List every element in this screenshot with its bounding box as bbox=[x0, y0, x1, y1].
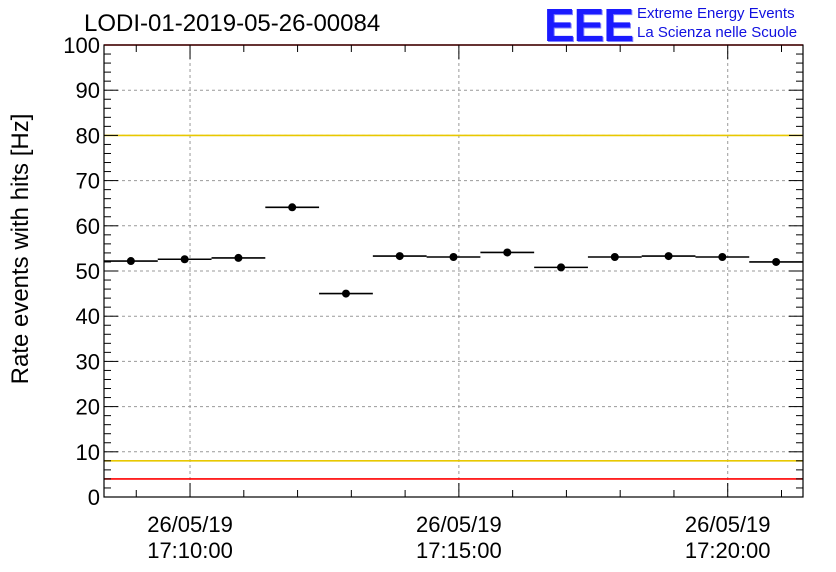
data-point bbox=[772, 257, 781, 266]
data-point bbox=[449, 252, 458, 261]
y-tick-label: 20 bbox=[76, 395, 100, 420]
data-point bbox=[341, 289, 350, 298]
x-tick-label-date: 26/05/19 bbox=[416, 512, 502, 537]
y-axis-label: Rate events with hits [Hz] bbox=[7, 114, 34, 385]
logo-mark: EEE bbox=[544, 0, 634, 51]
data-point bbox=[557, 263, 566, 272]
data-point bbox=[234, 253, 243, 262]
y-tick-label: 70 bbox=[76, 169, 100, 194]
y-tick-label: 40 bbox=[76, 304, 100, 329]
y-tick-label: 0 bbox=[88, 485, 100, 510]
y-tick-label: 30 bbox=[76, 349, 100, 374]
data-point bbox=[395, 252, 404, 261]
y-tick-label: 10 bbox=[76, 440, 100, 465]
y-tick-label: 100 bbox=[63, 33, 100, 58]
x-tick-label-time: 17:10:00 bbox=[147, 538, 233, 563]
data-point bbox=[126, 257, 135, 266]
logo-line-1: Extreme Energy Events bbox=[637, 5, 795, 22]
x-tick-label-time: 17:20:00 bbox=[685, 538, 771, 563]
x-tick-label-date: 26/05/19 bbox=[147, 512, 233, 537]
x-tick-label-time: 17:15:00 bbox=[416, 538, 502, 563]
data-point bbox=[664, 252, 673, 261]
data-point bbox=[610, 252, 619, 261]
data-point bbox=[180, 255, 189, 264]
x-tick-label-date: 26/05/19 bbox=[685, 512, 771, 537]
eee-logo: EEE Extreme Energy Events La Scienza nel… bbox=[544, 0, 834, 51]
y-tick-label: 90 bbox=[76, 78, 100, 103]
y-tick-label: 80 bbox=[76, 123, 100, 148]
data-point bbox=[718, 252, 727, 261]
y-tick-label: 60 bbox=[76, 214, 100, 239]
y-tick-label: 50 bbox=[76, 259, 100, 284]
logo-line-2: La Scienza nelle Scuole bbox=[637, 24, 798, 41]
run-title: LODI-01-2019-05-26-00084 bbox=[84, 10, 381, 37]
data-point bbox=[288, 203, 297, 212]
data-point bbox=[503, 248, 512, 257]
